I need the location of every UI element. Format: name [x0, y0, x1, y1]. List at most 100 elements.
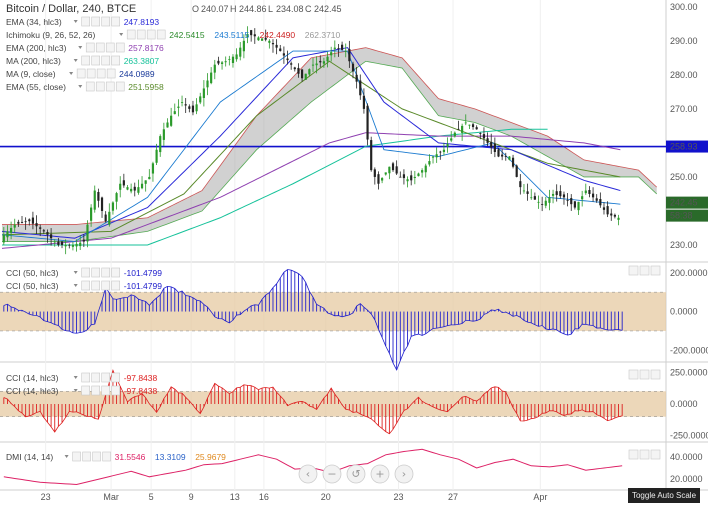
candle — [617, 214, 620, 226]
candle — [86, 220, 89, 248]
y-tick-label: 290.00 — [670, 36, 698, 46]
legend-name: DMI (14, 14) — [6, 452, 53, 462]
symbol-title: Bitcoin / Dollar, 240, BTCE — [6, 3, 136, 15]
ohlc-low: 234.08 — [276, 4, 304, 14]
candle — [584, 183, 587, 195]
candle — [606, 201, 609, 218]
candle — [104, 211, 107, 223]
candle — [308, 68, 311, 77]
candle — [610, 208, 613, 221]
x-tick-label: 16 — [259, 492, 269, 502]
legend-name: MA (9, close) — [6, 69, 56, 79]
legend-control-icon — [106, 68, 116, 79]
candle — [348, 40, 351, 68]
candle — [468, 124, 471, 130]
candle — [293, 66, 296, 72]
legend-control-icon — [102, 451, 111, 462]
candle — [10, 221, 13, 240]
legend-control-icon — [156, 29, 166, 40]
pane-control-icon — [628, 265, 639, 276]
candle — [111, 201, 115, 215]
candle — [377, 171, 380, 190]
candle — [399, 171, 402, 178]
legend-value: 242.4490 — [260, 30, 296, 40]
legend-control-icon — [86, 68, 96, 79]
candle — [381, 177, 384, 184]
candle — [155, 143, 158, 166]
candle — [421, 168, 424, 178]
legend-control-icon — [105, 81, 115, 92]
candle — [184, 98, 187, 113]
candle — [57, 237, 60, 247]
candle — [544, 196, 547, 209]
candle — [373, 167, 376, 185]
candle — [395, 160, 398, 176]
candle — [435, 147, 438, 163]
candle — [508, 155, 511, 161]
legend-control-icon — [76, 68, 86, 79]
legend-control-icon — [72, 451, 81, 462]
candle — [2, 226, 5, 245]
candle — [497, 147, 500, 158]
candle — [370, 136, 373, 172]
y-tick-label: 250.0000 — [670, 367, 708, 377]
candle — [217, 56, 220, 66]
candle — [282, 46, 285, 64]
candle — [562, 191, 566, 205]
candle — [526, 183, 529, 201]
cci14-pane[interactable] — [0, 369, 666, 435]
legend-control-icon — [91, 385, 100, 396]
candle — [53, 239, 56, 247]
pane-control-icon — [650, 265, 661, 276]
x-tick-label: 13 — [230, 492, 240, 502]
candle — [559, 185, 562, 199]
candle — [97, 188, 100, 208]
candle — [286, 50, 289, 65]
toggle-auto-scale-button[interactable]: Toggle Auto Scale — [628, 488, 700, 503]
legends: EMA (34, hlc3) 247.8193 Ichimoku (9, 26, 5… — [6, 16, 661, 462]
navigation-controls[interactable]: ‹ − ↺ + › — [298, 464, 414, 484]
candle — [119, 176, 122, 198]
candle — [6, 225, 9, 242]
y-tick-label: -250.0000 — [670, 431, 708, 441]
chevron-right-icon: › — [394, 464, 414, 484]
chevron-left-icon: ‹ — [298, 464, 318, 484]
legend-value: 242.5415 — [169, 30, 205, 40]
candle — [402, 169, 406, 185]
candle — [442, 142, 446, 156]
candle — [64, 239, 67, 255]
legend-control-icon — [111, 55, 120, 66]
candle — [417, 172, 420, 177]
legend-control-icon — [81, 385, 90, 396]
hline-price-tag: 258.93 — [666, 140, 708, 153]
candle — [602, 202, 606, 215]
pane-control-icon — [650, 449, 661, 460]
legend-control-icon — [91, 16, 100, 27]
cci50-pane[interactable] — [0, 269, 666, 371]
price-pane[interactable] — [0, 26, 666, 255]
candle — [591, 187, 595, 202]
ema200-line — [1, 132, 621, 249]
candle — [359, 74, 362, 100]
candle — [31, 211, 35, 230]
candle — [555, 184, 558, 202]
candle — [191, 100, 195, 116]
ichimoku-span-a — [2, 47, 657, 225]
legend-value: -101.4799 — [124, 281, 163, 291]
price-axes[interactable]: 300.00 290.00 280.00 270.00 250.00 230.00 200.… — [666, 2, 708, 484]
zoom-out-icon: − — [322, 464, 342, 484]
candle — [446, 137, 449, 153]
candle — [406, 176, 409, 188]
time-axis[interactable]: 23 Mar 5 9 13 16 20 23 27 Apr — [41, 492, 548, 502]
legend-value: -97.8438 — [124, 386, 158, 396]
candle — [530, 188, 533, 200]
candle — [311, 58, 315, 73]
legend-control-icon — [136, 29, 146, 40]
cci-band — [0, 391, 666, 417]
candle — [450, 131, 453, 143]
legend-name: CCI (50, hlc3) — [6, 268, 59, 278]
chevron-down-icon — [73, 271, 78, 274]
svg-text:↺: ↺ — [351, 468, 360, 481]
candle — [475, 125, 478, 130]
candle — [42, 228, 45, 234]
